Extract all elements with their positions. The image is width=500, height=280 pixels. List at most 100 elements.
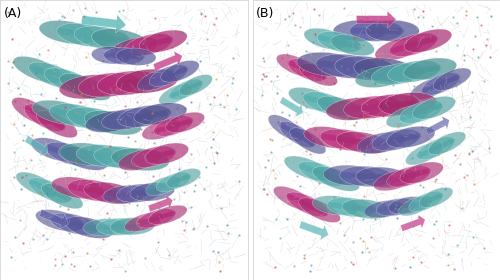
Ellipse shape xyxy=(342,199,391,219)
Ellipse shape xyxy=(46,142,93,166)
Ellipse shape xyxy=(386,105,429,128)
Ellipse shape xyxy=(374,169,417,191)
FancyArrow shape xyxy=(40,209,68,229)
Ellipse shape xyxy=(159,84,192,105)
Ellipse shape xyxy=(355,66,408,88)
Ellipse shape xyxy=(412,96,456,119)
Ellipse shape xyxy=(102,108,154,130)
Ellipse shape xyxy=(326,98,384,120)
Ellipse shape xyxy=(56,23,114,47)
Ellipse shape xyxy=(388,60,440,82)
Ellipse shape xyxy=(318,31,361,53)
FancyArrow shape xyxy=(280,97,303,116)
Ellipse shape xyxy=(68,179,120,201)
Ellipse shape xyxy=(116,48,156,66)
Ellipse shape xyxy=(42,184,83,209)
Ellipse shape xyxy=(138,69,176,91)
Text: (B): (B) xyxy=(256,7,274,20)
Ellipse shape xyxy=(422,73,460,95)
Ellipse shape xyxy=(83,219,128,236)
Ellipse shape xyxy=(409,192,442,212)
Ellipse shape xyxy=(361,94,419,117)
Ellipse shape xyxy=(118,150,162,171)
Ellipse shape xyxy=(410,78,448,100)
Ellipse shape xyxy=(28,178,70,203)
Ellipse shape xyxy=(160,60,199,82)
FancyArrow shape xyxy=(356,11,396,28)
Text: (A): (A) xyxy=(4,7,22,20)
Ellipse shape xyxy=(350,20,403,41)
Ellipse shape xyxy=(327,197,376,217)
Ellipse shape xyxy=(398,196,432,216)
Ellipse shape xyxy=(139,30,187,52)
Ellipse shape xyxy=(344,96,401,118)
Ellipse shape xyxy=(130,183,174,201)
Ellipse shape xyxy=(179,74,212,95)
Ellipse shape xyxy=(386,126,435,148)
Ellipse shape xyxy=(142,119,181,140)
Ellipse shape xyxy=(330,35,374,56)
Ellipse shape xyxy=(50,213,98,235)
Ellipse shape xyxy=(96,218,141,235)
Ellipse shape xyxy=(400,101,442,123)
Ellipse shape xyxy=(13,56,64,83)
FancyArrow shape xyxy=(300,221,328,240)
Ellipse shape xyxy=(303,92,350,115)
Ellipse shape xyxy=(116,69,178,93)
Ellipse shape xyxy=(132,146,176,167)
Ellipse shape xyxy=(433,68,471,90)
Ellipse shape xyxy=(284,156,331,181)
Ellipse shape xyxy=(333,20,386,41)
Ellipse shape xyxy=(404,58,456,80)
Ellipse shape xyxy=(31,138,78,162)
Ellipse shape xyxy=(92,46,132,64)
Ellipse shape xyxy=(76,145,134,167)
Ellipse shape xyxy=(50,104,106,128)
Ellipse shape xyxy=(288,87,336,111)
Ellipse shape xyxy=(300,64,338,86)
Ellipse shape xyxy=(36,210,84,231)
Ellipse shape xyxy=(419,187,453,207)
Ellipse shape xyxy=(312,196,361,215)
Ellipse shape xyxy=(110,37,158,60)
Ellipse shape xyxy=(32,100,89,125)
Ellipse shape xyxy=(169,79,202,100)
Ellipse shape xyxy=(357,132,406,154)
Ellipse shape xyxy=(304,127,357,148)
Ellipse shape xyxy=(52,177,104,199)
Ellipse shape xyxy=(86,111,138,132)
Ellipse shape xyxy=(39,20,96,44)
Ellipse shape xyxy=(124,213,164,232)
FancyArrow shape xyxy=(426,116,450,135)
Ellipse shape xyxy=(376,199,416,216)
Ellipse shape xyxy=(335,56,397,80)
Ellipse shape xyxy=(312,166,360,191)
Ellipse shape xyxy=(60,146,108,170)
Ellipse shape xyxy=(364,200,404,218)
Ellipse shape xyxy=(65,217,113,238)
Ellipse shape xyxy=(74,26,132,50)
Ellipse shape xyxy=(390,33,437,57)
Ellipse shape xyxy=(148,205,187,224)
Ellipse shape xyxy=(372,129,420,151)
Ellipse shape xyxy=(92,29,149,52)
Ellipse shape xyxy=(268,115,304,141)
Ellipse shape xyxy=(149,65,188,87)
Ellipse shape xyxy=(28,62,80,89)
Ellipse shape xyxy=(417,137,455,160)
Ellipse shape xyxy=(134,103,187,125)
Ellipse shape xyxy=(400,162,444,183)
Ellipse shape xyxy=(124,34,172,56)
Ellipse shape xyxy=(279,121,315,148)
Ellipse shape xyxy=(60,74,111,101)
Ellipse shape xyxy=(116,184,161,202)
Ellipse shape xyxy=(274,186,315,211)
Ellipse shape xyxy=(154,116,192,136)
Ellipse shape xyxy=(340,166,393,187)
Ellipse shape xyxy=(404,29,452,52)
Ellipse shape xyxy=(97,71,160,95)
Ellipse shape xyxy=(104,47,144,65)
Ellipse shape xyxy=(156,172,190,192)
Ellipse shape xyxy=(67,107,124,132)
Ellipse shape xyxy=(16,172,58,197)
